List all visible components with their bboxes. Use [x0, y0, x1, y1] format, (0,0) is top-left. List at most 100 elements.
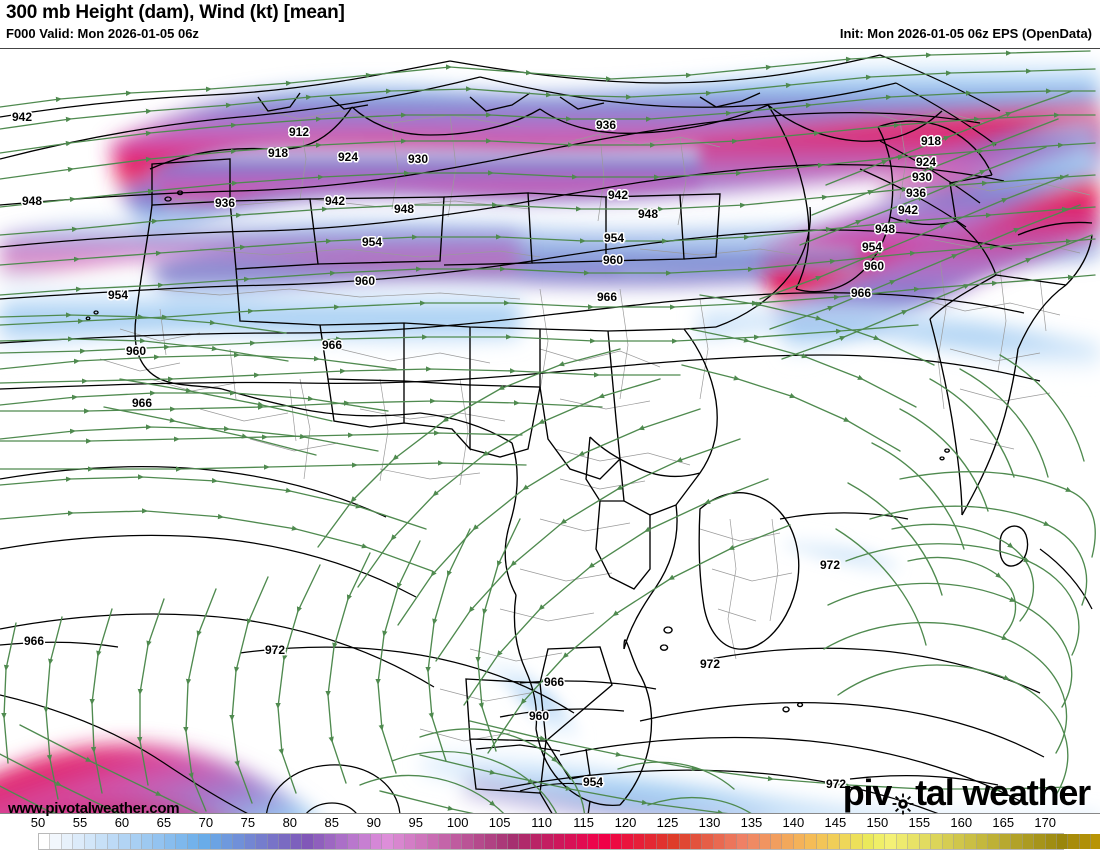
colorbar-cell: [702, 834, 714, 849]
colorbar-cell: [896, 834, 909, 849]
wind-speed-colorbar[interactable]: 50 55 60 65 70 75 80 85 90 95 100 105 110 115 120 125 13…: [0, 815, 1100, 850]
colorbar-tick: 70: [198, 815, 214, 830]
colorbar-cell: [519, 834, 531, 849]
contour-label: 966: [544, 675, 564, 689]
colorbar-cell: [73, 834, 85, 849]
contour-label: 960: [529, 709, 549, 723]
colorbar-cell: [130, 834, 142, 849]
colorbar-tick: 135: [740, 815, 763, 830]
colorbar-tick-labels: 50 55 60 65 70 75 80 85 90 95 100 105 110 115 120 125 13…: [0, 815, 1100, 832]
colorbar-cell: [462, 834, 474, 849]
colorbar-tick: 145: [824, 815, 847, 830]
colorbar-cell: [336, 834, 348, 849]
colorbar-cell: [988, 834, 1000, 849]
init-time-label: Init: Mon 2026-01-05 06z EPS (OpenData): [839, 26, 1092, 41]
contour-label: 960: [126, 344, 146, 358]
colorbar-cell: [496, 834, 508, 849]
colorbar-cell: [359, 834, 371, 849]
colorbar-cell: [828, 834, 840, 849]
contour-label: 942: [608, 188, 628, 202]
colorbar-cell: [222, 834, 234, 849]
colorbar-cell: [450, 834, 463, 849]
colorbar-cell: [290, 834, 303, 849]
colorbar-cell: [347, 834, 360, 849]
contour-label: 936: [906, 186, 926, 200]
colorbar-cell: [370, 834, 383, 849]
colorbar-strip: [38, 833, 1100, 850]
colorbar-tick: 170: [1034, 815, 1057, 830]
valid-time-label: F000 Valid: Mon 2026-01-05 06z: [6, 26, 199, 41]
colorbar-cell: [713, 834, 726, 849]
colorbar-cell: [416, 834, 428, 849]
colorbar-tick: 75: [240, 815, 256, 830]
contour-label: 948: [22, 194, 42, 208]
colorbar-cell: [176, 834, 188, 849]
colorbar-cell: [942, 834, 954, 849]
colorbar-cell: [96, 834, 108, 849]
colorbar-tick: 160: [950, 815, 973, 830]
colorbar-cell: [873, 834, 886, 849]
colorbar-tick: 80: [282, 815, 298, 830]
colorbar-cell: [1079, 834, 1092, 849]
colorbar-cell: [324, 834, 337, 849]
colorbar-cell: [1034, 834, 1046, 849]
colorbar-tick: 60: [114, 815, 130, 830]
colorbar-tick: 50: [30, 815, 46, 830]
contour-label: 948: [875, 222, 895, 236]
colorbar-cell: [1091, 834, 1100, 849]
colorbar-cell: [485, 834, 497, 849]
contour-label: 948: [638, 207, 658, 221]
contour-label: 924: [338, 150, 358, 164]
colorbar-cell: [576, 834, 588, 849]
colorbar-cell: [771, 834, 783, 849]
contour-label: 954: [362, 235, 382, 249]
colorbar-cell: [84, 834, 97, 849]
map-canvas[interactable]: 942 948 954 960 966 936 918 912 924 930 942 948 954 9…: [0, 48, 1100, 814]
colorbar-cell: [542, 834, 554, 849]
wind-streamlines: [0, 50, 1096, 813]
colorbar-cell: [439, 834, 451, 849]
contour-label: 912: [289, 125, 309, 139]
colorbar-cell: [141, 834, 154, 849]
colorbar-cell: [210, 834, 222, 849]
colorbar-cell: [382, 834, 394, 849]
contour-label: 930: [408, 152, 428, 166]
contour-label: 954: [583, 775, 603, 789]
colorbar-cell: [164, 834, 177, 849]
colorbar-cell: [816, 834, 829, 849]
colorbar-cell: [748, 834, 760, 849]
colorbar-cell: [931, 834, 943, 849]
colorbar-cell: [610, 834, 623, 849]
colorbar-tick: 115: [573, 815, 594, 830]
colorbar-cell: [302, 834, 314, 849]
colorbar-cell: [233, 834, 245, 849]
colorbar-tick: 100: [446, 815, 469, 830]
colorbar-cell: [954, 834, 966, 849]
colorbar-cell: [759, 834, 771, 849]
contour-label: 966: [24, 634, 44, 648]
colorbar-tick: 65: [156, 815, 172, 830]
colorbar-cell: [279, 834, 291, 849]
colorbar-cell: [588, 834, 600, 849]
contour-label: 972: [820, 558, 840, 572]
colorbar-cell: [244, 834, 257, 849]
colorbar-cell: [1056, 834, 1069, 849]
colorbar-cell: [999, 834, 1012, 849]
colorbar-cell: [793, 834, 806, 849]
colorbar-cell: [153, 834, 165, 849]
contour-label: 972: [826, 777, 846, 791]
colorbar-cell: [656, 834, 669, 849]
colorbar-tick: 140: [782, 815, 805, 830]
contour-label: 960: [355, 274, 375, 288]
colorbar-cell: [668, 834, 680, 849]
colorbar-tick: 90: [366, 815, 381, 830]
contour-label: 972: [265, 643, 285, 657]
colorbar-cell: [919, 834, 932, 849]
contour-label: 936: [596, 118, 616, 132]
colorbar-tick: 130: [698, 815, 721, 830]
colorbar-cell: [473, 834, 486, 849]
colorbar-cell: [1011, 834, 1023, 849]
colorbar-cell: [393, 834, 405, 849]
colorbar-cell: [39, 834, 51, 849]
